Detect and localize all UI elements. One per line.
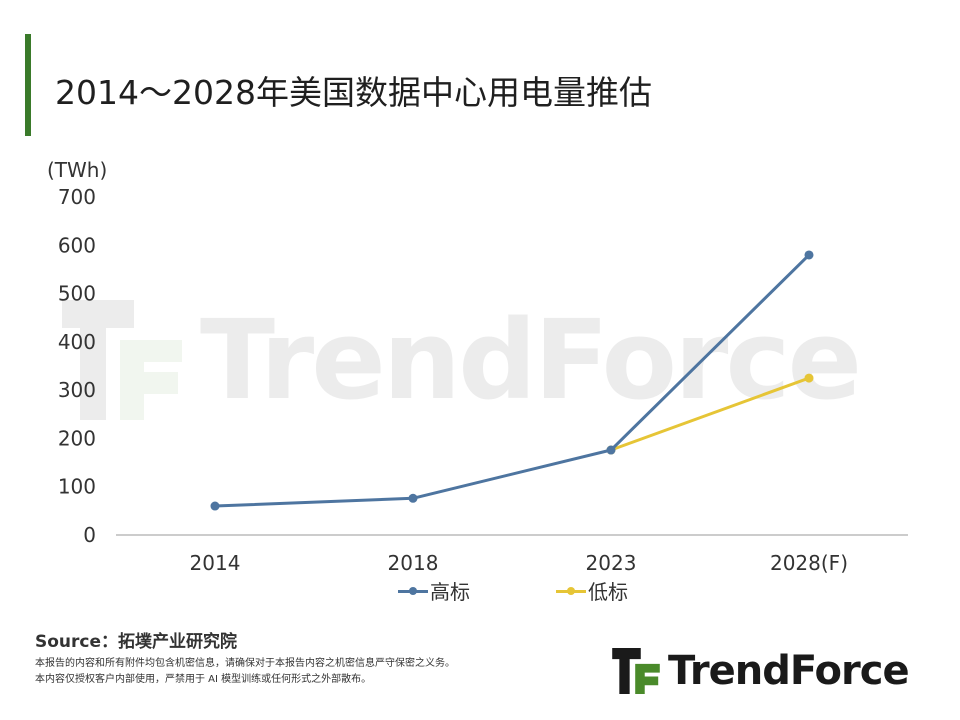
data-point-high — [606, 445, 616, 455]
legend-key-high-icon — [398, 585, 428, 597]
title-accent-bar — [25, 34, 31, 136]
disclaimer-line-1: 本报告的内容和所有附件均包含机密信息，请确保对于本报告内容之机密信息严守保密之义… — [35, 658, 455, 669]
data-point-low — [804, 373, 814, 383]
x-tick-label: 2018 — [388, 551, 439, 575]
chart-legend: 高标 低标 — [398, 576, 628, 605]
trendforce-logo: TrendForce — [612, 648, 910, 694]
y-tick-label: 500 — [58, 282, 96, 306]
y-tick-label: 400 — [58, 330, 96, 354]
page-title: 2014～2028年美国数据中心用电量推估 — [55, 73, 652, 112]
legend-item-high: 高标 — [398, 576, 470, 605]
x-tick-label: 2028(F) — [770, 551, 848, 575]
y-tick-label: 100 — [58, 475, 96, 499]
legend-item-low: 低标 — [556, 576, 628, 605]
legend-label-high: 高标 — [430, 580, 470, 604]
data-point-high — [210, 501, 220, 511]
legend-key-low-icon — [556, 585, 586, 597]
y-tick-label: 200 — [58, 426, 96, 450]
y-axis-unit-label: (TWh) — [47, 158, 108, 182]
trendforce-logo-icon — [612, 648, 660, 694]
data-point-high — [408, 493, 418, 503]
disclaimer: 本报告的内容和所有附件均包含机密信息，请确保对于本报告内容之机密信息严守保密之义… — [35, 656, 455, 688]
source-label: Source：拓墣产业研究院 — [35, 632, 238, 652]
series-line-high — [214, 253, 811, 508]
x-tick-label: 2023 — [586, 551, 637, 575]
y-tick-label: 0 — [83, 523, 96, 547]
disclaimer-line-2: 本内容仅授权客户内部使用，严禁用于 AI 模型训练或任何形式之外部散布。 — [35, 674, 372, 685]
data-point-high — [804, 250, 814, 260]
logo-text: TrendForce — [668, 648, 910, 694]
x-tick-label: 2014 — [190, 551, 241, 575]
y-tick-label: 300 — [58, 378, 96, 402]
series-line-low — [610, 376, 810, 452]
y-tick-label: 600 — [58, 233, 96, 257]
y-tick-label: 700 — [58, 185, 96, 209]
legend-label-low: 低标 — [588, 580, 628, 604]
